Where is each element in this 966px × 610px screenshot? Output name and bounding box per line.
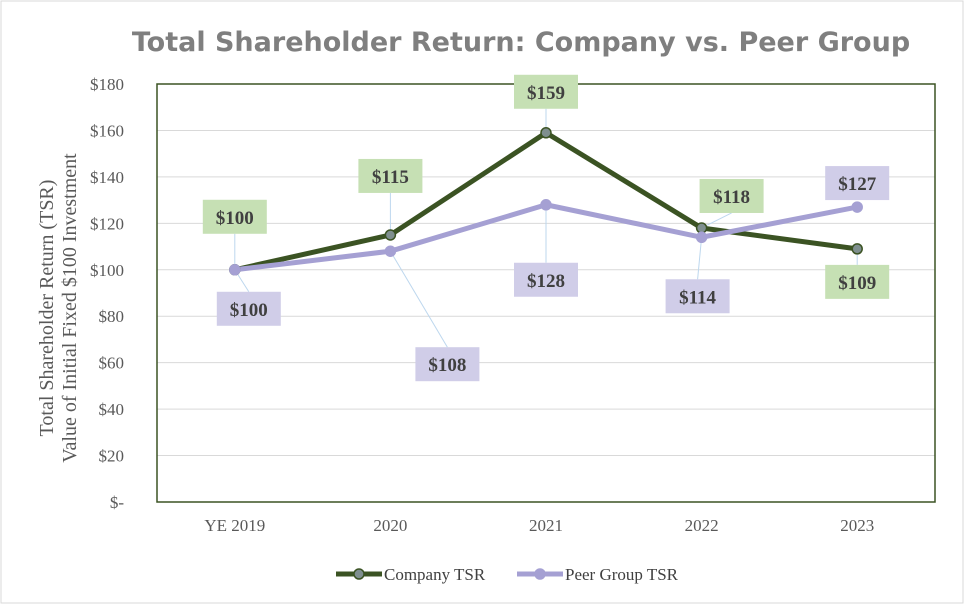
y-axis-title: Total Shareholder Return (TSR) Value of … xyxy=(36,153,81,463)
company-data-label: $159 xyxy=(527,83,565,104)
company-label-box xyxy=(202,199,267,234)
chart-title: Total Shareholder Return: Company vs. Pe… xyxy=(132,27,910,58)
y-axis-label-line1: Total Shareholder Return (TSR) xyxy=(36,180,58,437)
peer-point xyxy=(229,264,241,276)
y-axis-ticks: $- $20 $40 $60 $80 $100 $120 $140 $160 $180 xyxy=(90,75,124,512)
peer-data-label: $114 xyxy=(679,287,716,308)
y-tick-label: $- xyxy=(110,493,125,512)
y-tick-label: $100 xyxy=(90,261,124,280)
y-axis-label-line2: Value of Initial Fixed $100 Investment xyxy=(59,153,81,463)
y-tick-label: $180 xyxy=(90,75,124,94)
data-labels: $100 $115 $159 $118 $109 $100 $108 $128 $114 $127 xyxy=(202,74,890,382)
company-label-box xyxy=(514,74,578,109)
x-axis-ticks: YE 2019 2020 2021 2022 2023 xyxy=(204,516,874,535)
x-tick-label: 2020 xyxy=(373,516,407,535)
peer-data-label: $108 xyxy=(428,355,466,376)
x-tick-label: 2022 xyxy=(685,516,719,535)
company-data-label: $109 xyxy=(838,273,876,294)
x-tick-label: YE 2019 xyxy=(204,516,265,535)
peer-label-box xyxy=(665,279,730,314)
peer-label-box xyxy=(216,291,281,326)
company-point xyxy=(695,222,708,234)
y-tick-label: $20 xyxy=(99,447,125,466)
legend-label: Peer Group TSR xyxy=(565,565,679,584)
peer-label-box xyxy=(825,166,890,201)
company-label-box xyxy=(358,158,423,193)
peer-data-label: $128 xyxy=(527,271,565,292)
company-data-label: $100 xyxy=(216,208,254,229)
x-tick-label: 2021 xyxy=(529,516,563,535)
peer-point xyxy=(695,231,708,244)
company-data-label: $118 xyxy=(713,187,750,208)
peer-data-label: $100 xyxy=(230,300,268,321)
y-tick-label: $160 xyxy=(90,121,124,140)
company-label-box xyxy=(699,178,764,213)
legend: Company TSR Peer Group TSR xyxy=(336,565,679,584)
company-data-label: $115 xyxy=(372,167,409,188)
peer-label-box xyxy=(514,262,578,297)
y-tick-label: $40 xyxy=(99,400,125,419)
series-markers xyxy=(229,127,863,276)
leader-line xyxy=(697,237,703,280)
peer-point xyxy=(540,199,552,211)
legend-label: Company TSR xyxy=(384,565,486,584)
y-tick-label: $140 xyxy=(90,168,124,187)
company-label-box xyxy=(825,264,890,299)
legend-swatch-marker xyxy=(353,568,365,580)
y-tick-label: $60 xyxy=(99,354,125,373)
peer-point xyxy=(384,245,397,257)
y-tick-label: $120 xyxy=(90,214,124,233)
x-tick-label: 2023 xyxy=(840,516,874,535)
peer-point xyxy=(851,201,863,213)
company-point xyxy=(384,229,397,241)
leader-line xyxy=(389,250,448,348)
legend-swatch-marker xyxy=(534,568,546,580)
company-point xyxy=(540,127,552,139)
peer-label-box xyxy=(415,347,480,382)
peer-data-label: $127 xyxy=(838,174,877,195)
company-point xyxy=(851,243,863,255)
y-tick-label: $80 xyxy=(99,307,125,326)
